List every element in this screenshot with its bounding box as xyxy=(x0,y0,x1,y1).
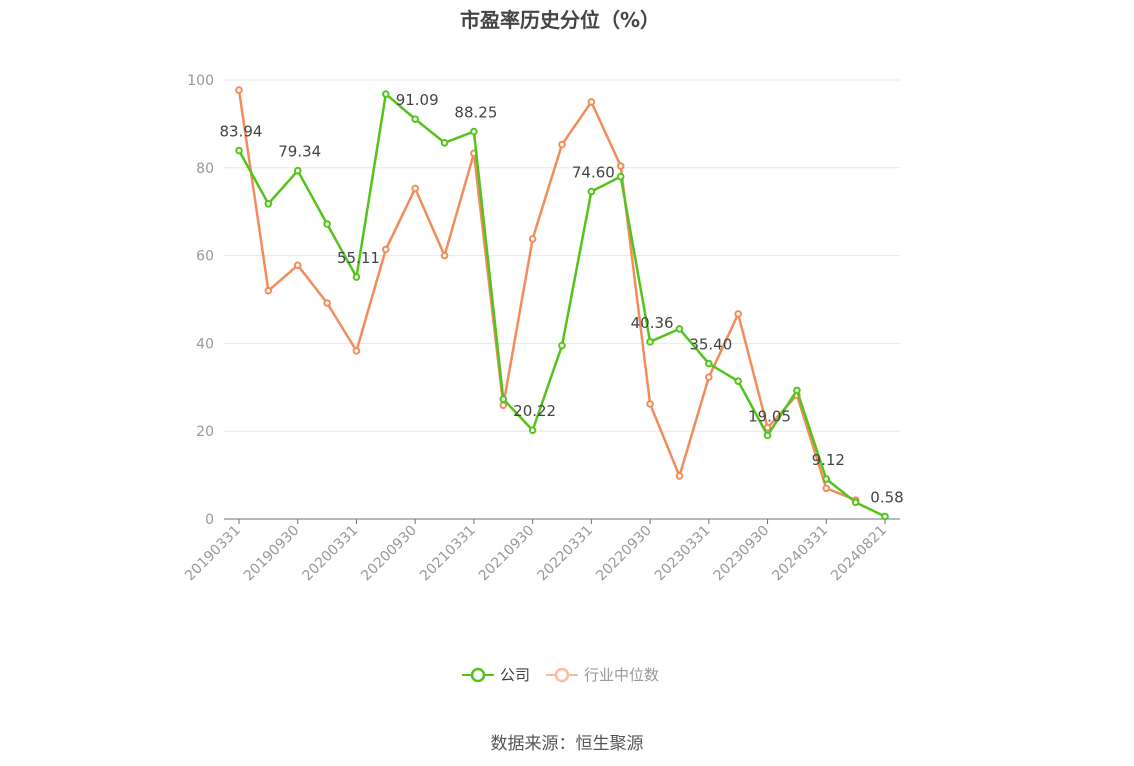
legend-industry-marker-icon xyxy=(546,667,579,682)
company-data-point xyxy=(382,90,390,98)
legend-item-company[interactable]: 公司 xyxy=(462,664,530,685)
x-tick-label: 20210331 xyxy=(417,523,479,585)
company-data-point xyxy=(705,359,713,368)
company-data-point xyxy=(499,395,508,403)
y-tick-label: 100 xyxy=(187,73,214,89)
company-data-point xyxy=(763,431,772,440)
legend-company-label: 公司 xyxy=(500,666,531,684)
industry-data-point xyxy=(646,400,654,408)
company-data-point xyxy=(675,325,684,333)
data-label: 55.11 xyxy=(337,249,380,267)
industry-data-point xyxy=(235,86,243,94)
industry-data-point xyxy=(293,261,302,270)
industry-series-line xyxy=(237,89,857,502)
data-label: 20.22 xyxy=(513,402,556,420)
data-label: 0.58 xyxy=(870,488,903,506)
data-label: 74.60 xyxy=(572,164,615,182)
company-data-point xyxy=(851,498,860,507)
company-data-point xyxy=(264,199,273,208)
y-tick-label: 60 xyxy=(196,249,214,265)
industry-data-point xyxy=(352,347,361,355)
y-tick-label: 0 xyxy=(205,512,214,528)
company-data-point xyxy=(352,273,361,281)
company-data-point xyxy=(411,115,419,123)
industry-data-point xyxy=(264,286,273,295)
industry-data-point xyxy=(528,235,537,243)
company-series-line xyxy=(237,92,886,518)
industry-data-point xyxy=(323,299,331,307)
industry-data-point xyxy=(411,184,419,193)
chart-legend: 公司 行业中位数 xyxy=(462,664,675,685)
company-data-point xyxy=(440,138,449,147)
legend-industry-label: 行业中位数 xyxy=(584,666,660,684)
company-data-point xyxy=(323,220,331,228)
x-tick-label: 20230331 xyxy=(652,523,714,585)
x-tick-label: 20200930 xyxy=(358,523,420,585)
company-data-point xyxy=(235,146,243,155)
x-tick-label: 20190331 xyxy=(182,523,244,585)
industry-data-point xyxy=(587,98,596,106)
industry-data-point xyxy=(705,373,713,382)
company-data-point xyxy=(558,341,566,350)
x-tick-label: 20210930 xyxy=(476,523,538,585)
company-data-point xyxy=(616,172,625,181)
x-tick-label: 20220930 xyxy=(593,523,655,585)
data-label: 35.40 xyxy=(689,336,732,354)
data-label: 91.09 xyxy=(396,91,439,109)
industry-data-point xyxy=(499,401,508,410)
industry-data-point xyxy=(558,140,566,149)
company-data-point xyxy=(528,426,537,435)
data-label: 19.05 xyxy=(748,407,791,425)
data-label: 79.34 xyxy=(278,143,321,161)
industry-data-point xyxy=(822,484,831,493)
chart-title: 市盈率历史分位（%） xyxy=(459,8,661,32)
industry-data-point xyxy=(616,162,625,170)
x-tick-label: 20200331 xyxy=(300,523,362,585)
company-data-point xyxy=(881,512,889,521)
x-tick-label: 20230930 xyxy=(711,523,773,585)
y-tick-label: 20 xyxy=(196,424,214,440)
industry-data-point xyxy=(734,310,742,318)
data-label: 9.12 xyxy=(812,451,845,469)
x-tick-label: 20220331 xyxy=(534,523,596,585)
data-label: 40.36 xyxy=(631,314,674,332)
y-tick-label: 80 xyxy=(196,161,214,177)
company-data-point xyxy=(587,187,596,196)
x-tick-label: 20240821 xyxy=(828,523,890,585)
company-data-point xyxy=(734,377,742,385)
data-label: 83.94 xyxy=(220,123,263,141)
data-label: 88.25 xyxy=(454,104,497,122)
x-tick-label: 20240331 xyxy=(769,523,831,585)
industry-data-point xyxy=(440,251,449,260)
company-data-point xyxy=(793,386,801,395)
company-data-point xyxy=(646,338,654,346)
x-tick-label: 20190930 xyxy=(241,523,303,585)
data-source: 数据来源：恒生聚源 xyxy=(490,734,644,754)
company-data-point xyxy=(293,166,302,175)
legend-item-industry-median[interactable]: 行业中位数 xyxy=(546,664,659,685)
y-tick-label: 40 xyxy=(196,336,214,352)
industry-data-point xyxy=(382,245,390,254)
legend-company-marker-icon xyxy=(462,667,494,682)
company-data-point xyxy=(822,475,831,483)
industry-data-point xyxy=(675,472,684,480)
company-data-point xyxy=(470,127,478,136)
